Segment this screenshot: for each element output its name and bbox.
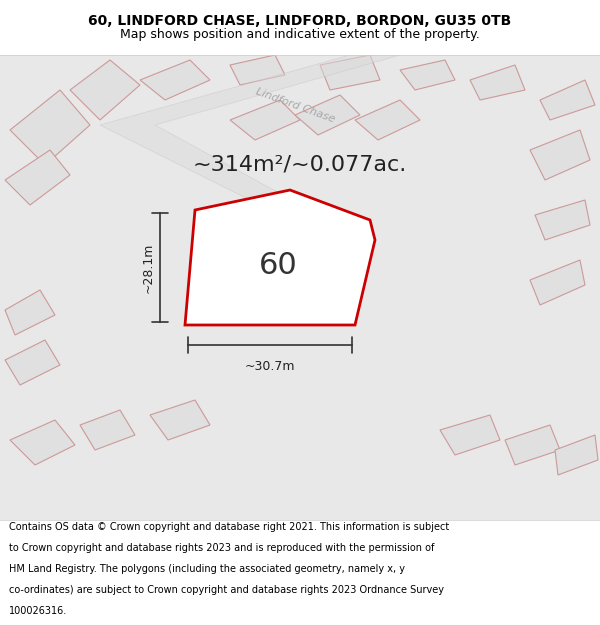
Polygon shape — [530, 130, 590, 180]
Polygon shape — [100, 55, 400, 210]
Polygon shape — [5, 340, 60, 385]
Polygon shape — [230, 55, 285, 85]
Polygon shape — [505, 425, 560, 465]
FancyBboxPatch shape — [0, 55, 600, 520]
Text: ~314m²/~0.077ac.: ~314m²/~0.077ac. — [193, 155, 407, 175]
Text: HM Land Registry. The polygons (including the associated geometry, namely x, y: HM Land Registry. The polygons (includin… — [9, 564, 405, 574]
Text: Lindford Chase: Lindford Chase — [254, 86, 336, 124]
Polygon shape — [295, 95, 360, 135]
Text: to Crown copyright and database rights 2023 and is reproduced with the permissio: to Crown copyright and database rights 2… — [9, 543, 434, 553]
Polygon shape — [150, 400, 210, 440]
Text: 60: 60 — [259, 251, 298, 279]
Text: 60, LINDFORD CHASE, LINDFORD, BORDON, GU35 0TB: 60, LINDFORD CHASE, LINDFORD, BORDON, GU… — [88, 14, 512, 28]
Text: ~28.1m: ~28.1m — [142, 242, 155, 292]
Polygon shape — [535, 200, 590, 240]
Polygon shape — [540, 80, 595, 120]
Text: 100026316.: 100026316. — [9, 606, 67, 616]
Polygon shape — [10, 90, 90, 165]
Polygon shape — [140, 60, 210, 100]
Polygon shape — [470, 65, 525, 100]
Text: Map shows position and indicative extent of the property.: Map shows position and indicative extent… — [120, 28, 480, 41]
Text: ~30.7m: ~30.7m — [245, 360, 295, 373]
Polygon shape — [10, 420, 75, 465]
Polygon shape — [185, 190, 375, 325]
Polygon shape — [400, 60, 455, 90]
Polygon shape — [440, 415, 500, 455]
Polygon shape — [5, 290, 55, 335]
Polygon shape — [530, 260, 585, 305]
Polygon shape — [230, 100, 300, 140]
Polygon shape — [80, 410, 135, 450]
Polygon shape — [70, 60, 140, 120]
Polygon shape — [320, 55, 380, 90]
Polygon shape — [555, 435, 598, 475]
Text: Contains OS data © Crown copyright and database right 2021. This information is : Contains OS data © Crown copyright and d… — [9, 522, 449, 532]
Polygon shape — [355, 100, 420, 140]
Text: co-ordinates) are subject to Crown copyright and database rights 2023 Ordnance S: co-ordinates) are subject to Crown copyr… — [9, 585, 444, 595]
Polygon shape — [5, 150, 70, 205]
